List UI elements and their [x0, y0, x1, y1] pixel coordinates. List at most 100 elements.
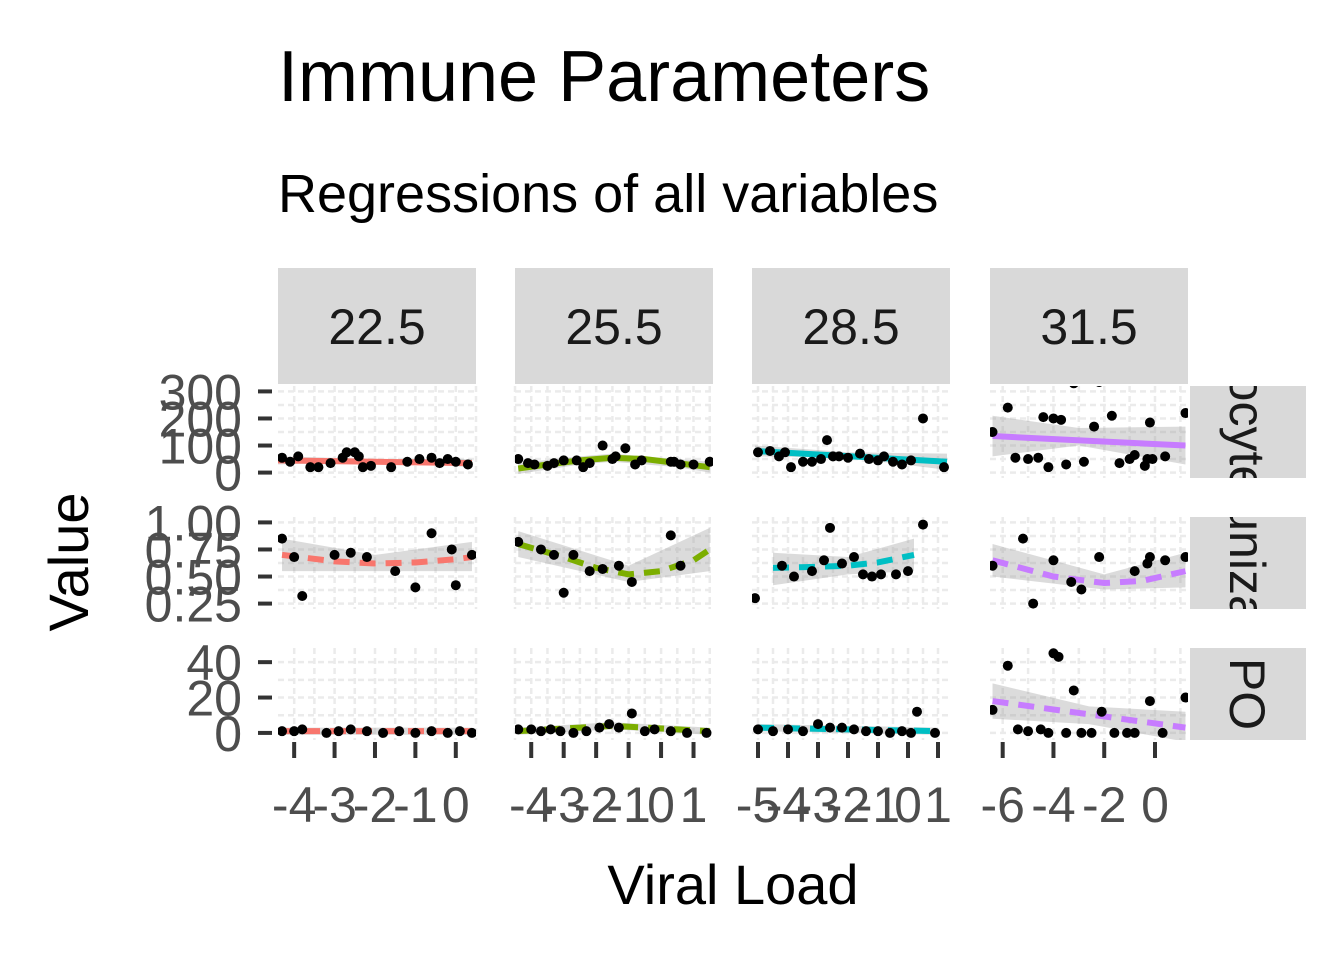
- data-point: [620, 443, 631, 454]
- data-point: [888, 456, 898, 467]
- data-point: [879, 451, 889, 462]
- data-point: [765, 445, 775, 456]
- data-point: [394, 726, 405, 737]
- x-tick-label: -3: [312, 777, 356, 833]
- data-point: [454, 726, 465, 737]
- data-point: [555, 726, 566, 737]
- data-point: [753, 447, 763, 458]
- data-point: [1086, 727, 1097, 738]
- data-point: [639, 726, 650, 737]
- data-point: [1144, 696, 1155, 707]
- data-point: [903, 566, 913, 577]
- data-point: [278, 452, 288, 463]
- data-point: [1043, 462, 1054, 473]
- data-point: [918, 413, 928, 424]
- panel-plot-area: [515, 527, 712, 598]
- x-tick-label: -2: [574, 777, 618, 833]
- data-point: [426, 452, 437, 463]
- data-point: [1129, 450, 1140, 460]
- facet-strip-column: [990, 268, 1188, 384]
- data-point: [816, 454, 826, 465]
- data-point: [688, 459, 699, 470]
- panel-plot-area: [753, 706, 940, 738]
- data-point: [858, 569, 868, 580]
- data-point: [1068, 685, 1079, 696]
- facet-panel: [278, 648, 478, 740]
- data-point: [1114, 609, 1124, 619]
- facet-strip-column: [752, 268, 950, 384]
- facet-strip-row: [1190, 648, 1306, 740]
- data-point: [414, 454, 425, 465]
- x-tick-label: -2: [1082, 777, 1126, 833]
- data-point: [1129, 566, 1140, 577]
- data-point: [1180, 408, 1188, 419]
- data-point: [990, 427, 998, 437]
- data-point: [849, 724, 859, 735]
- facet-panel: [990, 648, 1188, 740]
- data-point: [1109, 727, 1120, 738]
- data-point: [1147, 454, 1158, 465]
- data-point: [1033, 452, 1044, 463]
- data-point: [1180, 552, 1188, 563]
- data-point: [1012, 724, 1023, 735]
- data-point: [649, 724, 660, 735]
- data-point: [584, 458, 595, 469]
- data-point: [825, 522, 835, 533]
- data-point: [386, 462, 397, 473]
- data-point: [535, 726, 546, 737]
- data-point: [822, 435, 832, 446]
- data-point: [305, 462, 316, 473]
- data-point: [545, 724, 556, 735]
- data-point: [426, 528, 437, 539]
- data-point: [548, 458, 559, 469]
- data-point: [434, 458, 445, 469]
- data-point: [462, 459, 473, 470]
- data-point: [365, 460, 376, 471]
- facet-strip-row-label-group: nocytes: [1219, 346, 1275, 518]
- facet-panel: [278, 517, 478, 609]
- data-point: [1096, 386, 1103, 387]
- data-point: [1069, 386, 1078, 389]
- x-tick-label: 0: [647, 777, 675, 833]
- data-point: [807, 566, 817, 577]
- data-point: [442, 454, 453, 465]
- data-point: [675, 560, 686, 571]
- facet-panel: [752, 648, 950, 740]
- data-point: [515, 454, 524, 465]
- data-point: [665, 530, 676, 541]
- y-tick-label: 20: [186, 671, 242, 727]
- data-point: [990, 560, 998, 571]
- facet-strip-row-label: uniza: [1219, 503, 1275, 623]
- panel-plot-area: [278, 724, 476, 738]
- facet-panel: [752, 386, 950, 478]
- data-point: [548, 549, 559, 560]
- data-point: [289, 552, 300, 563]
- panel-plot-area: [278, 528, 476, 602]
- x-tick-label: -4: [1031, 777, 1075, 833]
- data-point: [515, 536, 524, 547]
- facet-strip-row-label: nocytes: [1219, 346, 1275, 518]
- data-point: [466, 549, 476, 560]
- data-point: [626, 576, 637, 587]
- data-point: [558, 587, 569, 598]
- data-point: [867, 571, 877, 582]
- y-tick-label: 1.00: [145, 495, 242, 551]
- y-axis-label: Value: [37, 492, 100, 631]
- x-axis-label: Viral Load: [607, 853, 858, 916]
- data-point: [341, 447, 352, 458]
- panel-plot-area: [990, 533, 1188, 619]
- y-tick-label: 300: [159, 364, 242, 420]
- y-tick-label: 0: [214, 706, 242, 762]
- data-point: [584, 566, 595, 577]
- data-point: [1076, 727, 1087, 738]
- data-point: [789, 571, 799, 582]
- data-point: [353, 451, 364, 462]
- data-point: [1106, 410, 1117, 421]
- y-tick-label: 100: [159, 419, 242, 475]
- data-point: [446, 544, 457, 555]
- data-point: [293, 451, 304, 462]
- x-tick-label: -4: [766, 777, 810, 833]
- facet-strip-column-label: 25.5: [565, 299, 662, 355]
- data-point: [864, 454, 874, 465]
